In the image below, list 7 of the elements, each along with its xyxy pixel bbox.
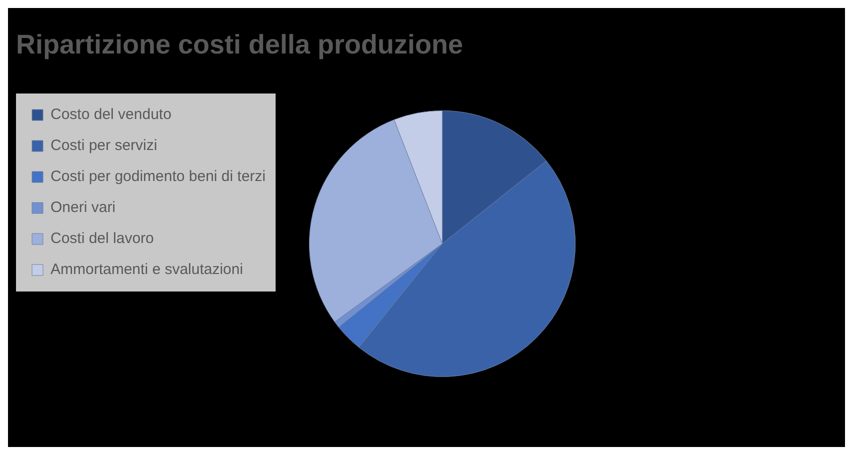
chart-title: Ripartizione costi della produzione [16, 30, 464, 60]
legend-label: Costo del venduto [50, 106, 172, 124]
legend-label: Ammortamenti e svalutazioni [50, 261, 244, 278]
legend-label: Costi per godimento beni di terzi [50, 168, 266, 186]
legend-label: Oneri vari [50, 199, 116, 216]
legend-label: Costi per servizi [50, 137, 158, 154]
legend-label: Costi del lavoro [50, 230, 154, 248]
